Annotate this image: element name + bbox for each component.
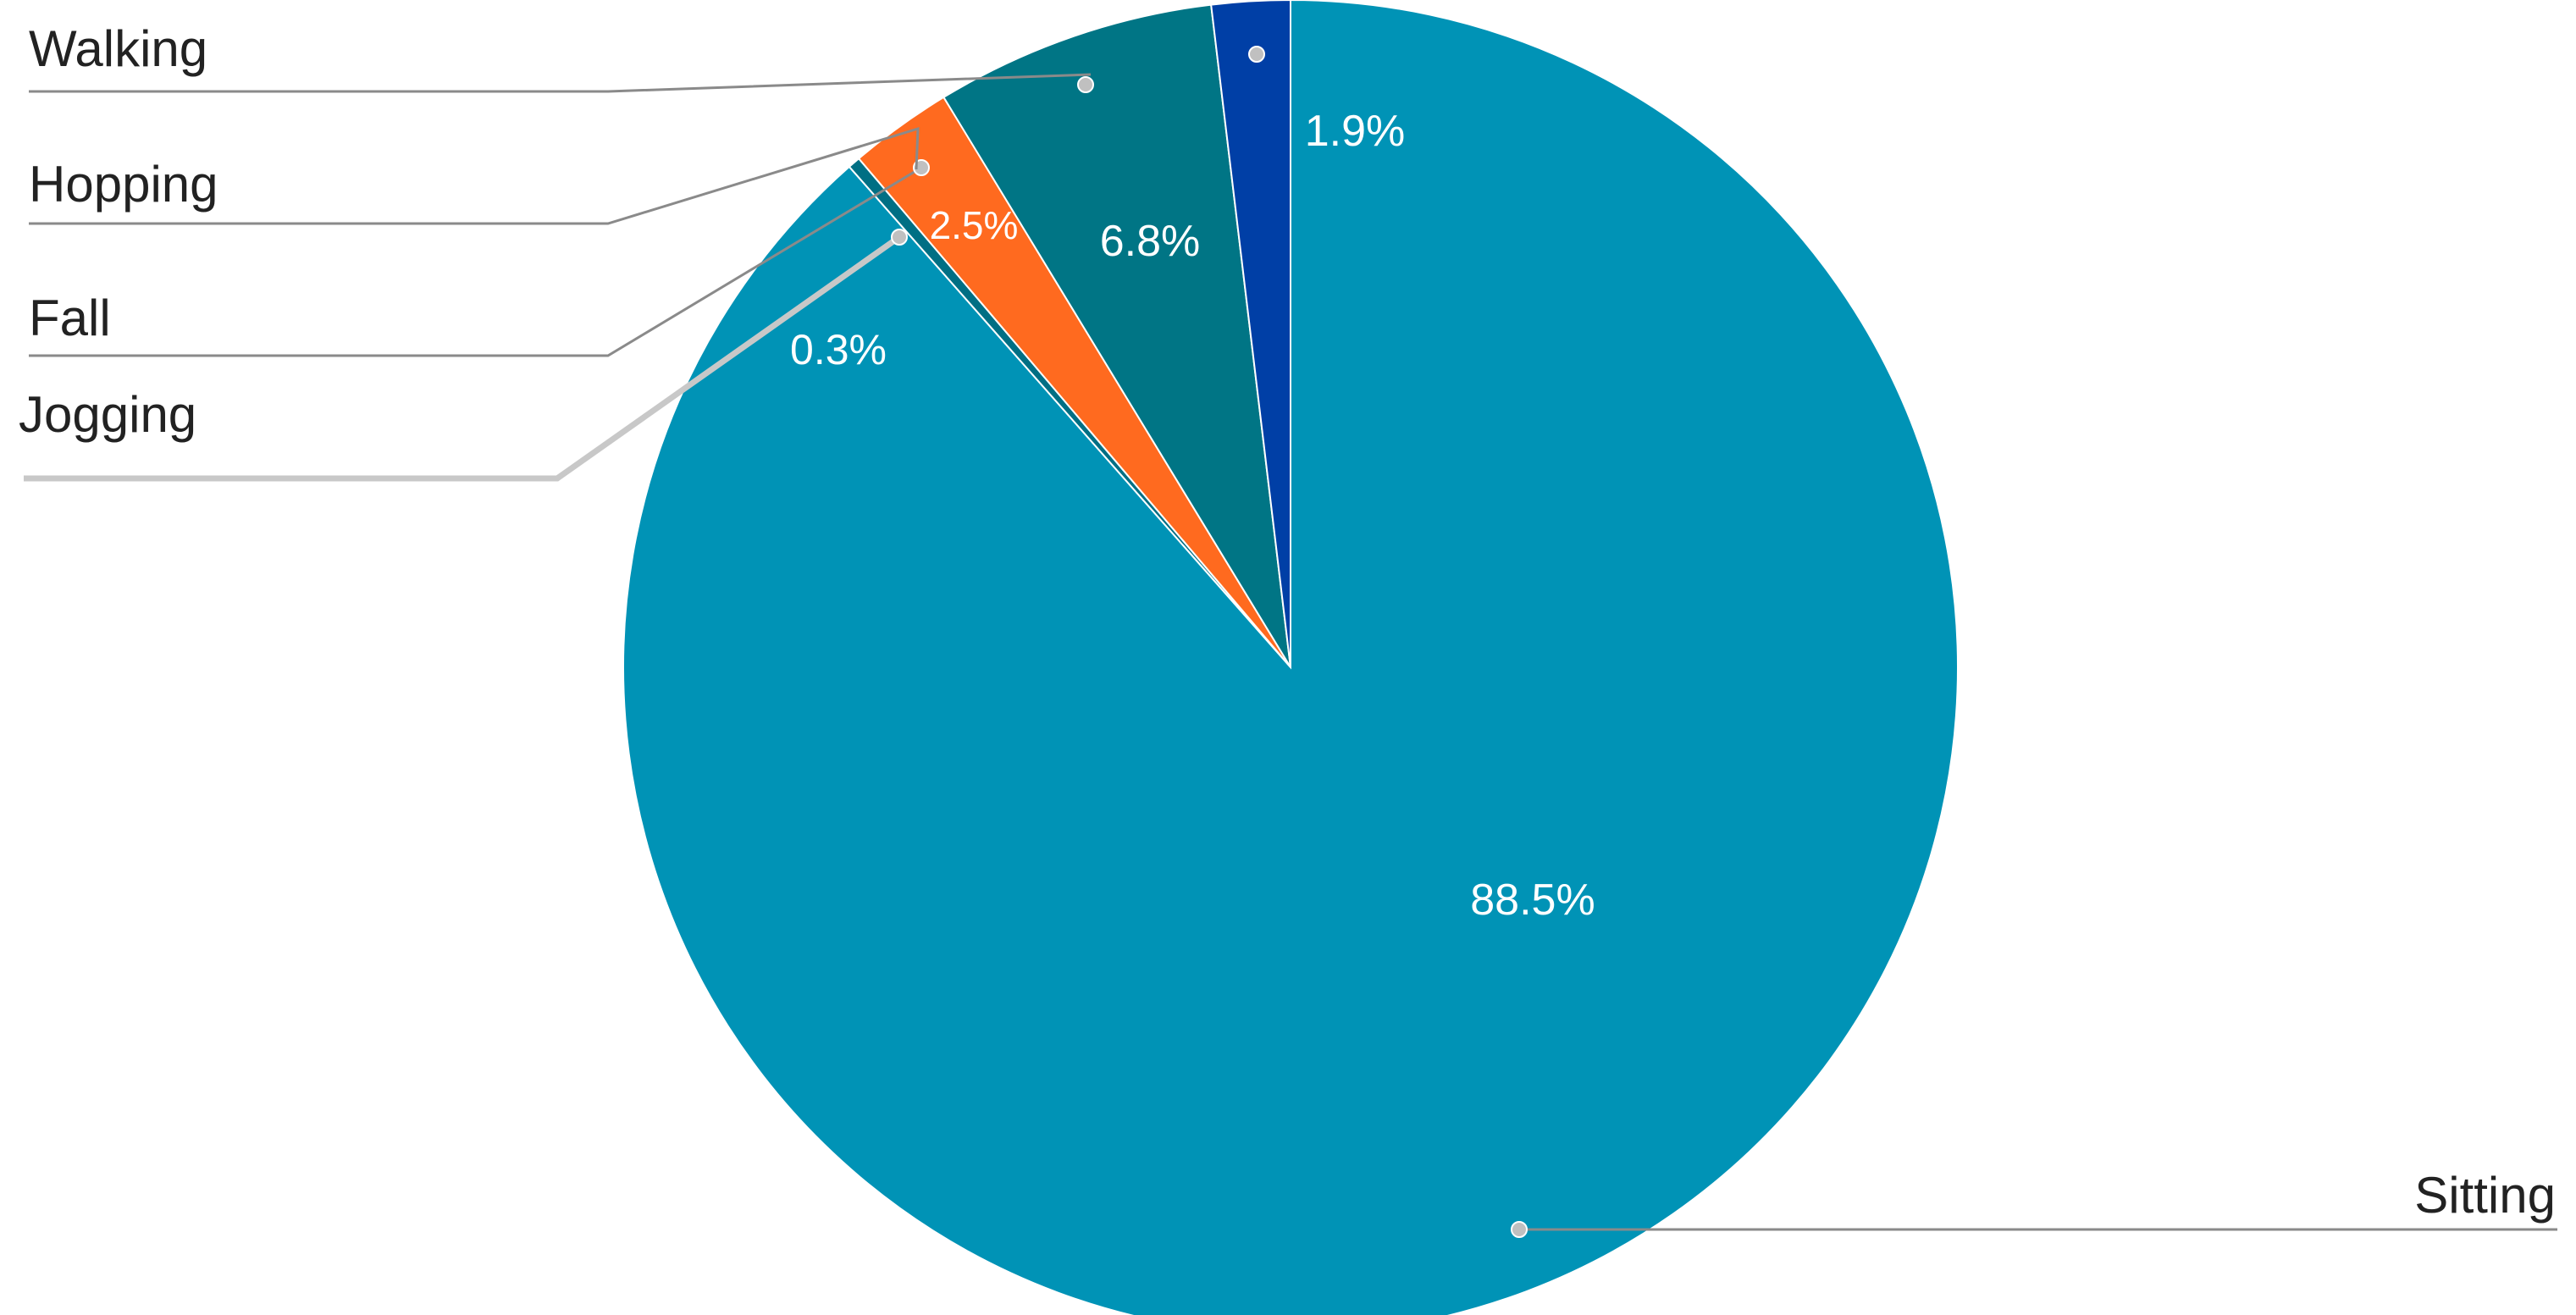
- slice-name-label-walking: Walking: [29, 20, 207, 77]
- slice-percent-label-fall: 2.5%: [930, 203, 1019, 247]
- pie-slice-hopping: [943, 3, 1291, 668]
- leader-dot-walking: [1248, 46, 1265, 63]
- leader-dot-hopping: [1077, 76, 1094, 93]
- slice-name-label-fall: Fall: [29, 290, 111, 346]
- slice-percent-label-hopping: 6.8%: [1100, 217, 1201, 266]
- slice-percent-label-walking: 1.9%: [1305, 107, 1406, 156]
- leader-line-fall: [29, 166, 922, 357]
- slice-percent-label-sitting: 88.5%: [1470, 876, 1595, 925]
- leader-dot-sitting: [1511, 1221, 1528, 1238]
- chart-labels: Sitting Jogging Fall Hopping Walking 88.5% 0.3…: [19, 20, 2556, 1224]
- callout-leader-lines: [24, 46, 2557, 1238]
- leader-dot-jogging: [891, 229, 908, 246]
- leader-line-walking: [29, 73, 1092, 93]
- slice-name-label-hopping: Hopping: [29, 156, 218, 213]
- pie-slice-walking: [1210, 0, 1291, 668]
- slice-name-label-sitting: Sitting: [2414, 1167, 2556, 1224]
- slice-percent-label-jogging: 0.3%: [790, 326, 887, 373]
- leader-line-jogging: [24, 235, 902, 482]
- leader-line-hopping: [29, 126, 920, 225]
- pie-slices: [622, 0, 1959, 1315]
- slice-name-label-jogging: Jogging: [19, 386, 196, 443]
